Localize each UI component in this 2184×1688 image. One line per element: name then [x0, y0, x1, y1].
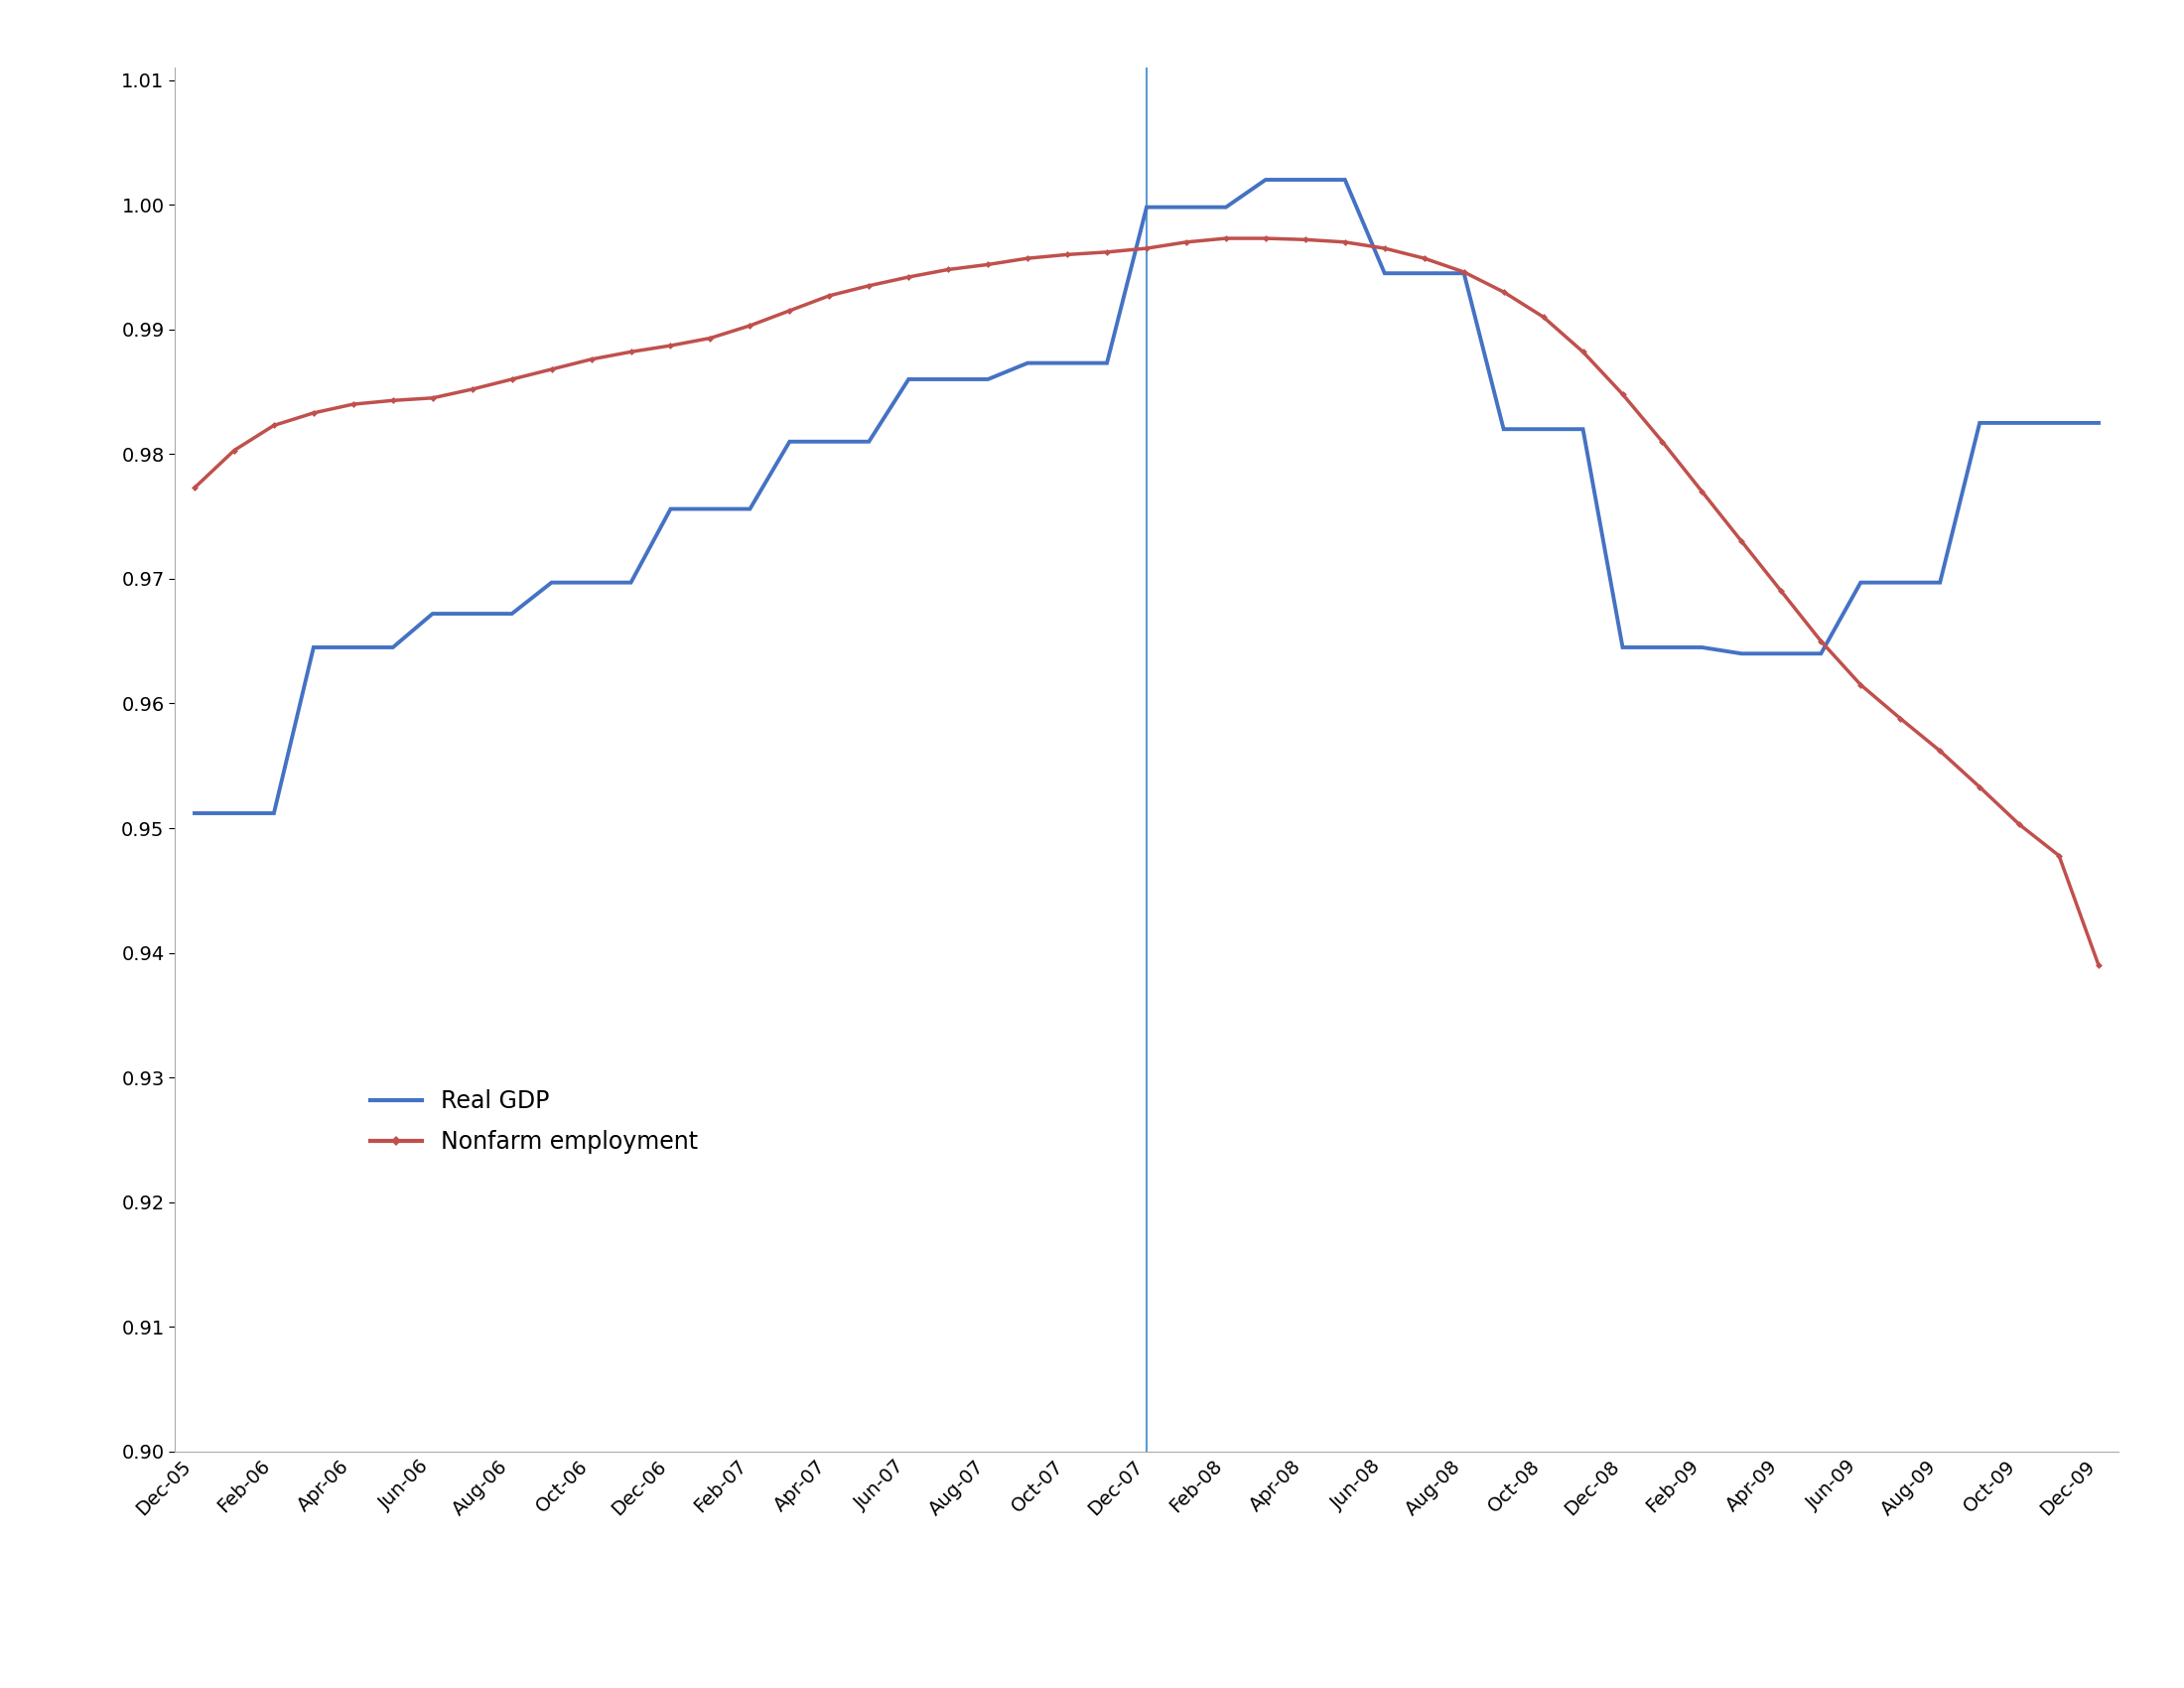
Legend: Real GDP, Nonfarm employment: Real GDP, Nonfarm employment: [360, 1080, 708, 1163]
